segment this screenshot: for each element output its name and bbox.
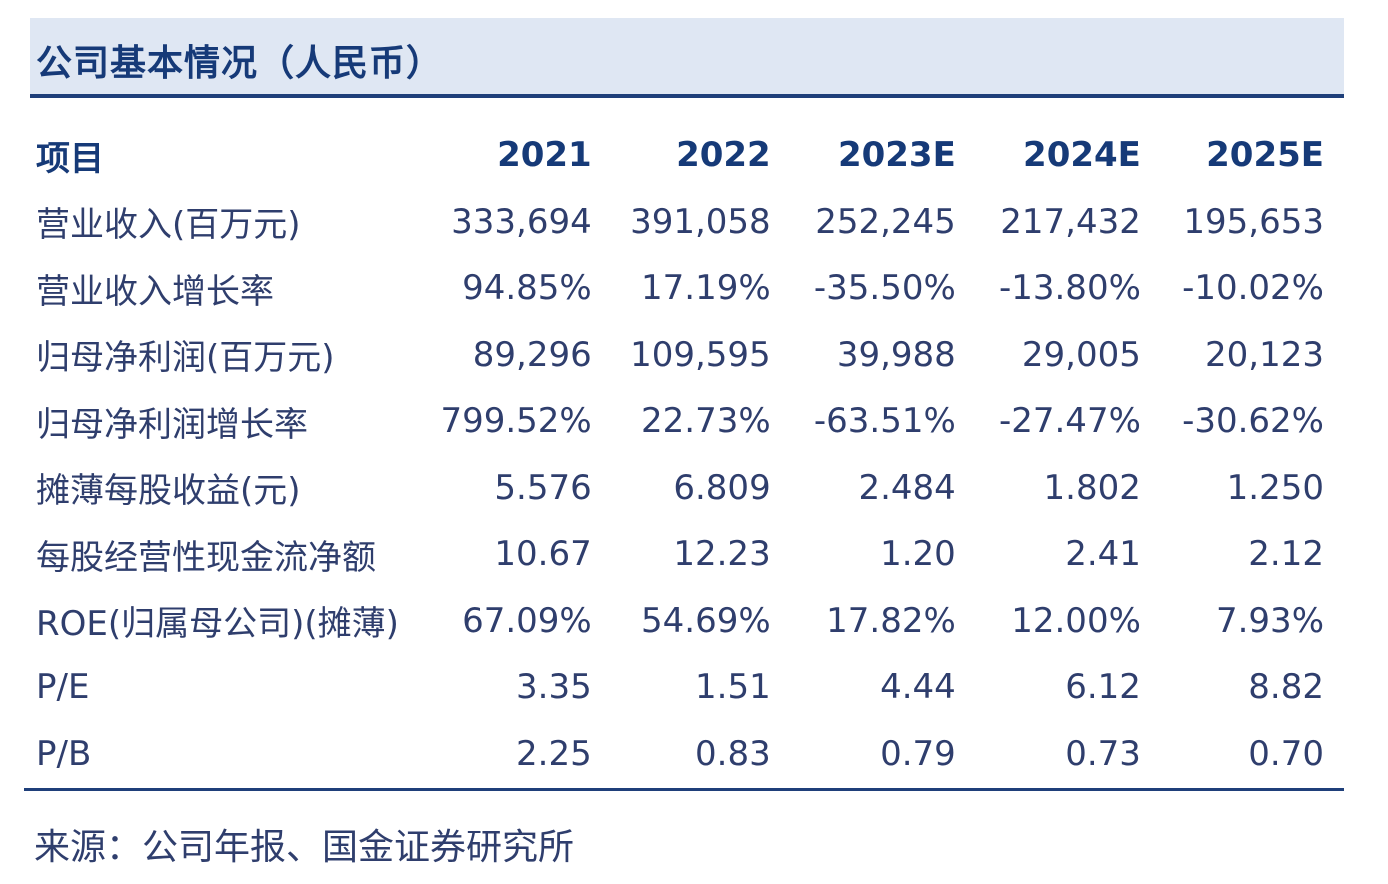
- row-label: P/B: [36, 733, 92, 774]
- value-cell: 10.67: [494, 534, 592, 575]
- header-cell: 2021: [497, 135, 592, 176]
- table-row: P/E 3.35 1.51 4.44 6.12 8.82: [30, 654, 1344, 721]
- header-cell: 项目: [36, 138, 104, 179]
- value-cell: 17.82%: [826, 600, 956, 641]
- value-cell: 12.23: [673, 534, 771, 575]
- value-cell: 217,432: [1000, 201, 1141, 242]
- table-title: 公司基本情况（人民币）: [36, 43, 444, 84]
- row-label: 归母净利润增长率: [36, 404, 308, 445]
- value-cell: -35.50%: [813, 268, 956, 309]
- value-cell: 22.73%: [641, 401, 771, 442]
- value-cell: 0.83: [695, 733, 771, 774]
- row-label: 营业收入增长率: [36, 271, 274, 312]
- row-label: 摊薄每股收益(元): [36, 471, 301, 512]
- value-cell: -13.80%: [998, 268, 1141, 309]
- value-cell: 2.12: [1248, 534, 1324, 575]
- row-label: 归母净利润(百万元): [36, 338, 335, 379]
- value-cell: 2.41: [1065, 534, 1141, 575]
- value-cell: 333,694: [451, 201, 592, 242]
- table-row: 归母净利润(百万元) 89,296 109,595 39,988 29,005 20,12…: [30, 322, 1344, 389]
- value-cell: 799.52%: [440, 401, 592, 442]
- value-cell: 195,653: [1183, 201, 1324, 242]
- value-cell: 0.79: [880, 733, 956, 774]
- value-cell: 12.00%: [1011, 600, 1141, 641]
- row-label: P/E: [36, 667, 90, 708]
- header-row: 项目 2021 2022 2023E 2024E 2025E: [30, 122, 1344, 189]
- table-row: 营业收入增长率 94.85% 17.19% -35.50% -13.80% -10.02%: [30, 255, 1344, 322]
- row-label: ROE(归属母公司)(摊薄): [36, 604, 399, 645]
- value-cell: 1.20: [880, 534, 956, 575]
- value-cell: 109,595: [630, 334, 771, 375]
- value-cell: 89,296: [472, 334, 592, 375]
- value-cell: 17.19%: [641, 268, 771, 309]
- row-label: 营业收入(百万元): [36, 205, 301, 246]
- value-cell: 0.73: [1065, 733, 1141, 774]
- source-note: 来源：公司年报、国金证券研究所: [34, 827, 575, 868]
- value-cell: 54.69%: [641, 600, 771, 641]
- value-cell: 2.25: [516, 733, 592, 774]
- financial-table: 项目 2021 2022 2023E 2024E 2025E 营业收入(百万元)…: [30, 122, 1344, 787]
- header-cell: 2025E: [1206, 135, 1324, 176]
- value-cell: 3.35: [516, 667, 592, 708]
- value-cell: 4.44: [880, 667, 956, 708]
- bottom-rule: [24, 788, 1344, 791]
- value-cell: 39,988: [836, 334, 956, 375]
- value-cell: 6.809: [673, 467, 771, 508]
- table-row: 摊薄每股收益(元) 5.576 6.809 2.484 1.802 1.250: [30, 455, 1344, 522]
- table-row: 归母净利润增长率 799.52% 22.73% -63.51% -27.47% -30.6…: [30, 388, 1344, 455]
- value-cell: 20,123: [1205, 334, 1324, 375]
- table-row: ROE(归属母公司)(摊薄) 67.09% 54.69% 17.82% 12.00% 7.…: [30, 588, 1344, 655]
- value-cell: 29,005: [1021, 334, 1141, 375]
- value-cell: 5.576: [494, 467, 592, 508]
- value-cell: 6.12: [1065, 667, 1141, 708]
- value-cell: 391,058: [630, 201, 771, 242]
- table-row: 营业收入(百万元) 333,694 391,058 252,245 217,432 195…: [30, 189, 1344, 256]
- value-cell: -63.51%: [813, 401, 956, 442]
- value-cell: -27.47%: [998, 401, 1141, 442]
- value-cell: 0.70: [1248, 733, 1324, 774]
- value-cell: 7.93%: [1215, 600, 1324, 641]
- value-cell: 1.51: [695, 667, 771, 708]
- value-cell: 1.802: [1043, 467, 1141, 508]
- value-cell: 1.250: [1226, 467, 1324, 508]
- table-row: P/B 2.25 0.83 0.79 0.73 0.70: [30, 721, 1344, 788]
- value-cell: -10.02%: [1182, 268, 1324, 309]
- header-cell: 2022: [676, 135, 771, 176]
- title-bar: 公司基本情况（人民币）: [30, 18, 1344, 98]
- value-cell: 67.09%: [462, 600, 592, 641]
- value-cell: 8.82: [1248, 667, 1324, 708]
- value-cell: 94.85%: [462, 268, 592, 309]
- header-cell: 2023E: [837, 135, 956, 176]
- table-row: 每股经营性现金流净额 10.67 12.23 1.20 2.41 2.12: [30, 521, 1344, 588]
- value-cell: 252,245: [815, 201, 956, 242]
- value-cell: 2.484: [858, 467, 956, 508]
- header-cell: 2024E: [1023, 135, 1141, 176]
- row-label: 每股经营性现金流净额: [36, 537, 376, 578]
- value-cell: -30.62%: [1182, 401, 1324, 442]
